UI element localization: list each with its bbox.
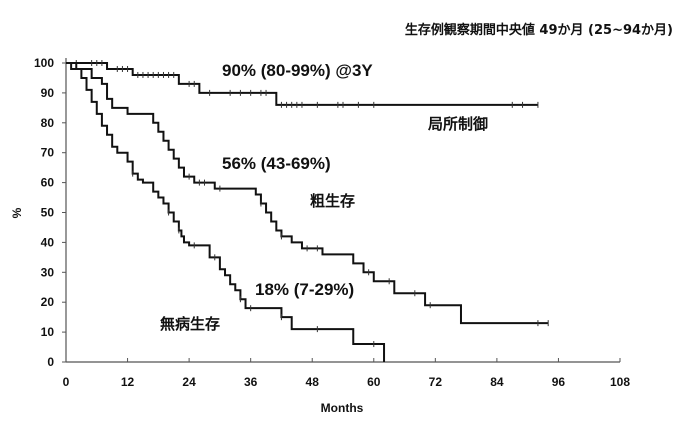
x-tick-label: 0 xyxy=(63,375,70,389)
x-tick-label: 48 xyxy=(306,375,320,389)
y-tick-label: 70 xyxy=(41,146,55,160)
label-overall-survival: 粗生存 xyxy=(310,192,355,210)
axes xyxy=(65,58,620,363)
y-tick-label: 100 xyxy=(34,56,54,70)
y-tick-label: 60 xyxy=(41,176,55,190)
y-axis-label: % xyxy=(10,207,24,218)
x-tick-label: 108 xyxy=(610,375,630,389)
x-tick-label: 60 xyxy=(367,375,381,389)
x-tick-label: 96 xyxy=(552,375,566,389)
x-tick-label: 36 xyxy=(244,375,258,389)
y-tick-label: 90 xyxy=(41,86,55,100)
x-axis-label: Months xyxy=(321,401,364,415)
chart-title: 生存例観察期間中央値 49か月 (25~94か月) xyxy=(405,22,673,38)
curve-overall-survival xyxy=(66,62,549,327)
x-axis-ticks: 0 12 24 36 48 60 72 84 96 108 xyxy=(63,358,630,389)
label-local-control: 局所制御 xyxy=(427,115,488,133)
y-tick-label: 20 xyxy=(41,295,55,309)
annotation-overall-survival: 56% (43-69%) xyxy=(222,154,331,173)
y-axis-ticks: 0 10 20 30 40 50 60 70 80 90 100 xyxy=(34,56,66,369)
y-tick-label: 0 xyxy=(47,355,54,369)
label-disease-free-survival: 無病生存 xyxy=(160,315,220,333)
x-tick-label: 12 xyxy=(121,375,135,389)
y-tick-label: 40 xyxy=(41,235,55,249)
y-tick-label: 30 xyxy=(41,265,55,279)
curve-disease-free-survival xyxy=(66,62,386,362)
x-tick-label: 24 xyxy=(182,375,196,389)
annotation-local-control: 90% (80-99%) @3Y xyxy=(222,61,373,80)
annotation-disease-free-survival: 18% (7-29%) xyxy=(255,280,354,299)
x-tick-label: 72 xyxy=(429,375,443,389)
y-tick-label: 50 xyxy=(41,206,55,220)
survival-curves xyxy=(66,60,549,362)
y-tick-label: 10 xyxy=(41,325,55,339)
x-tick-label: 84 xyxy=(490,375,504,389)
y-tick-label: 80 xyxy=(41,116,55,130)
